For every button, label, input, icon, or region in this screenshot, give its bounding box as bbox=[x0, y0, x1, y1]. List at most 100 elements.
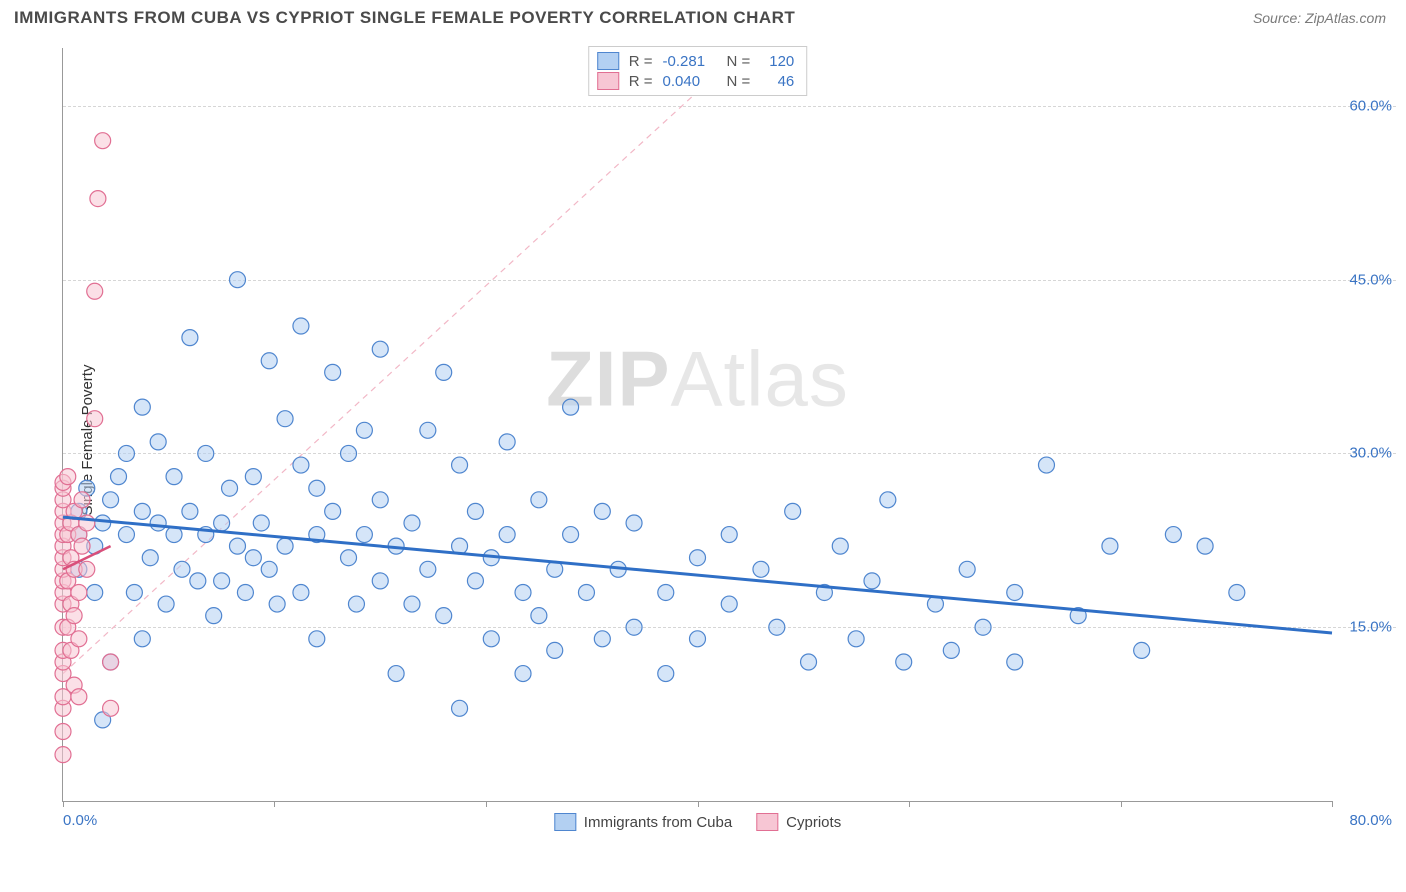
data-point-cuba bbox=[515, 666, 531, 682]
data-point-cuba bbox=[1102, 538, 1118, 554]
x-tick bbox=[1121, 801, 1122, 807]
data-point-cypriot bbox=[71, 631, 87, 647]
r-label: R = bbox=[629, 73, 653, 90]
data-point-cuba bbox=[452, 457, 468, 473]
data-point-cuba bbox=[277, 411, 293, 427]
data-point-cuba bbox=[420, 561, 436, 577]
chart-header: IMMIGRANTS FROM CUBA VS CYPRIOT SINGLE F… bbox=[0, 0, 1406, 34]
data-point-cypriot bbox=[95, 133, 111, 149]
data-point-cuba bbox=[134, 399, 150, 415]
data-point-cuba bbox=[229, 272, 245, 288]
source-name: ZipAtlas.com bbox=[1305, 10, 1386, 26]
data-point-cuba bbox=[467, 503, 483, 519]
data-point-cuba bbox=[134, 503, 150, 519]
data-point-cuba bbox=[721, 596, 737, 612]
data-point-cuba bbox=[372, 492, 388, 508]
data-point-cuba bbox=[341, 445, 357, 461]
data-point-cuba bbox=[325, 503, 341, 519]
data-point-cuba bbox=[563, 527, 579, 543]
data-point-cuba bbox=[150, 434, 166, 450]
data-point-cuba bbox=[253, 515, 269, 531]
data-point-cuba bbox=[269, 596, 285, 612]
data-point-cypriot bbox=[71, 689, 87, 705]
data-point-cuba bbox=[690, 550, 706, 566]
data-point-cuba bbox=[896, 654, 912, 670]
data-point-cuba bbox=[214, 573, 230, 589]
legend-item: Immigrants from Cuba bbox=[554, 813, 732, 831]
data-point-cuba bbox=[293, 457, 309, 473]
data-point-cuba bbox=[372, 573, 388, 589]
legend-item: Cypriots bbox=[756, 813, 841, 831]
data-point-cuba bbox=[245, 469, 261, 485]
data-point-cuba bbox=[388, 666, 404, 682]
x-tick bbox=[909, 801, 910, 807]
x-axis-max-label: 80.0% bbox=[1349, 812, 1392, 829]
data-point-cuba bbox=[158, 596, 174, 612]
data-point-cuba bbox=[594, 503, 610, 519]
data-point-cuba bbox=[753, 561, 769, 577]
data-point-cuba bbox=[785, 503, 801, 519]
data-point-cuba bbox=[959, 561, 975, 577]
data-point-cypriot bbox=[87, 283, 103, 299]
data-point-cuba bbox=[237, 584, 253, 600]
n-value: 46 bbox=[760, 73, 794, 90]
data-point-cuba bbox=[261, 353, 277, 369]
data-point-cuba bbox=[87, 584, 103, 600]
data-point-cuba bbox=[341, 550, 357, 566]
data-point-cuba bbox=[214, 515, 230, 531]
data-point-cuba bbox=[404, 515, 420, 531]
data-point-cuba bbox=[594, 631, 610, 647]
data-point-cuba bbox=[348, 596, 364, 612]
data-point-cuba bbox=[578, 584, 594, 600]
data-point-cuba bbox=[118, 445, 134, 461]
data-point-cuba bbox=[943, 642, 959, 658]
data-point-cuba bbox=[293, 584, 309, 600]
chart-area: Single Female Poverty ZIPAtlas R =-0.281… bbox=[40, 48, 1396, 832]
x-tick bbox=[486, 801, 487, 807]
legend-swatch bbox=[554, 813, 576, 831]
data-point-cuba bbox=[95, 515, 111, 531]
y-tick-label: 45.0% bbox=[1349, 271, 1392, 288]
data-point-cuba bbox=[769, 619, 785, 635]
y-tick-label: 15.0% bbox=[1349, 619, 1392, 636]
data-point-cuba bbox=[1229, 584, 1245, 600]
data-point-cuba bbox=[118, 527, 134, 543]
data-point-cypriot bbox=[103, 700, 119, 716]
legend-swatch bbox=[597, 72, 619, 90]
data-point-cuba bbox=[309, 480, 325, 496]
data-point-cuba bbox=[531, 608, 547, 624]
data-point-cuba bbox=[198, 445, 214, 461]
legend-swatch bbox=[597, 52, 619, 70]
legend-series: Immigrants from Cuba Cypriots bbox=[554, 813, 841, 831]
legend-label: Immigrants from Cuba bbox=[584, 814, 732, 831]
plot-region: ZIPAtlas R =-0.281N =120R =0.040N =46 0.… bbox=[62, 48, 1332, 802]
data-point-cypriot bbox=[71, 584, 87, 600]
data-point-cypriot bbox=[66, 608, 82, 624]
data-point-cuba bbox=[690, 631, 706, 647]
data-point-cuba bbox=[975, 619, 991, 635]
chart-title: IMMIGRANTS FROM CUBA VS CYPRIOT SINGLE F… bbox=[14, 8, 795, 28]
data-point-cuba bbox=[515, 584, 531, 600]
data-point-cuba bbox=[166, 469, 182, 485]
data-point-cuba bbox=[222, 480, 238, 496]
data-point-cuba bbox=[436, 364, 452, 380]
data-point-cuba bbox=[356, 527, 372, 543]
data-point-cuba bbox=[658, 666, 674, 682]
data-point-cuba bbox=[182, 330, 198, 346]
data-point-cuba bbox=[293, 318, 309, 334]
data-point-cuba bbox=[356, 422, 372, 438]
data-point-cuba bbox=[111, 469, 127, 485]
x-axis-min-label: 0.0% bbox=[63, 812, 97, 829]
data-point-cuba bbox=[134, 631, 150, 647]
data-point-cuba bbox=[658, 584, 674, 600]
n-label: N = bbox=[727, 73, 751, 90]
data-point-cuba bbox=[880, 492, 896, 508]
data-point-cuba bbox=[864, 573, 880, 589]
y-tick-label: 30.0% bbox=[1349, 445, 1392, 462]
data-point-cuba bbox=[1165, 527, 1181, 543]
data-point-cuba bbox=[848, 631, 864, 647]
data-point-cuba bbox=[626, 515, 642, 531]
r-label: R = bbox=[629, 53, 653, 70]
legend-stats-row: R =-0.281N =120 bbox=[597, 51, 795, 71]
data-point-cuba bbox=[142, 550, 158, 566]
